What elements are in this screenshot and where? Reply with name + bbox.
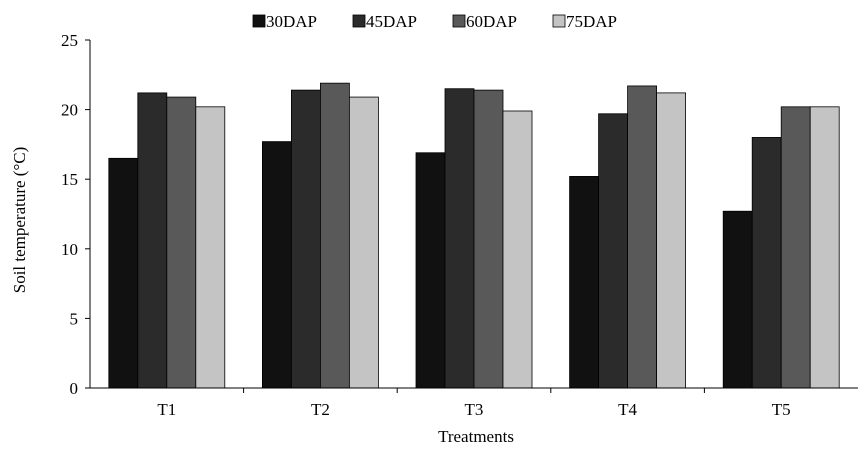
bar-30DAP-T2 [261, 141, 292, 389]
x-axis-title: Treatments [438, 427, 514, 445]
bar-60DAP-T2 [319, 82, 350, 389]
y-axis-title: Soil temperature (°C) [10, 147, 29, 294]
legend-label: 75DAP [566, 12, 617, 31]
bar-75DAP-T1 [195, 106, 226, 389]
x-axis: T1 T2 T3 T4 T5 [90, 387, 858, 419]
bar-75DAP-T4 [656, 92, 686, 389]
bar-30DAP-T4 [569, 176, 599, 389]
y-tick-label: 15 [61, 170, 78, 189]
legend-item-45DAP: 45DAP [352, 12, 417, 31]
bar-75DAP-T2 [348, 96, 379, 389]
bar-45DAP-T3 [444, 88, 475, 389]
bar-60DAP-T3 [473, 89, 504, 389]
legend-label: 30DAP [266, 12, 317, 31]
legend-label: 45DAP [366, 12, 417, 31]
x-tick-label: T3 [465, 400, 484, 419]
bar-30DAP-T5 [722, 210, 753, 389]
legend-item-30DAP: 30DAP [252, 12, 317, 31]
bar-60DAP-T1 [166, 96, 197, 389]
legend-item-60DAP: 60DAP [452, 12, 517, 31]
legend-label: 60DAP [466, 12, 517, 31]
y-axis: 0 5 10 15 20 25 [61, 31, 91, 398]
legend-swatch [252, 14, 266, 28]
legend-item-75DAP: 75DAP [552, 12, 617, 31]
bar-45DAP-T5 [751, 137, 782, 389]
bar-75DAP-T5 [809, 106, 840, 389]
x-tick-label: T1 [157, 400, 176, 419]
y-tick-label: 0 [70, 379, 79, 398]
x-tick-label: T2 [311, 400, 330, 419]
y-tick-label: 25 [61, 31, 78, 50]
x-tick-label: T5 [772, 400, 791, 419]
bar-75DAP-T3 [502, 110, 533, 389]
legend: 30DAP 45DAP 60DAP 75DAP [252, 12, 617, 31]
bar-30DAP-T3 [415, 152, 446, 389]
y-tick-label: 10 [61, 240, 78, 259]
legend-swatch [552, 14, 566, 28]
y-tick-label: 20 [61, 101, 78, 120]
bar-60DAP-T4 [627, 85, 657, 389]
legend-swatch [352, 14, 366, 28]
legend-swatch [452, 14, 466, 28]
bar-45DAP-T4 [598, 113, 628, 389]
x-tick-label: T4 [618, 400, 637, 419]
bars [108, 82, 840, 389]
y-tick-label: 5 [70, 309, 79, 328]
bar-45DAP-T1 [137, 92, 168, 389]
bar-45DAP-T2 [290, 89, 321, 389]
bar-60DAP-T5 [780, 106, 811, 389]
bar-30DAP-T1 [108, 157, 139, 389]
